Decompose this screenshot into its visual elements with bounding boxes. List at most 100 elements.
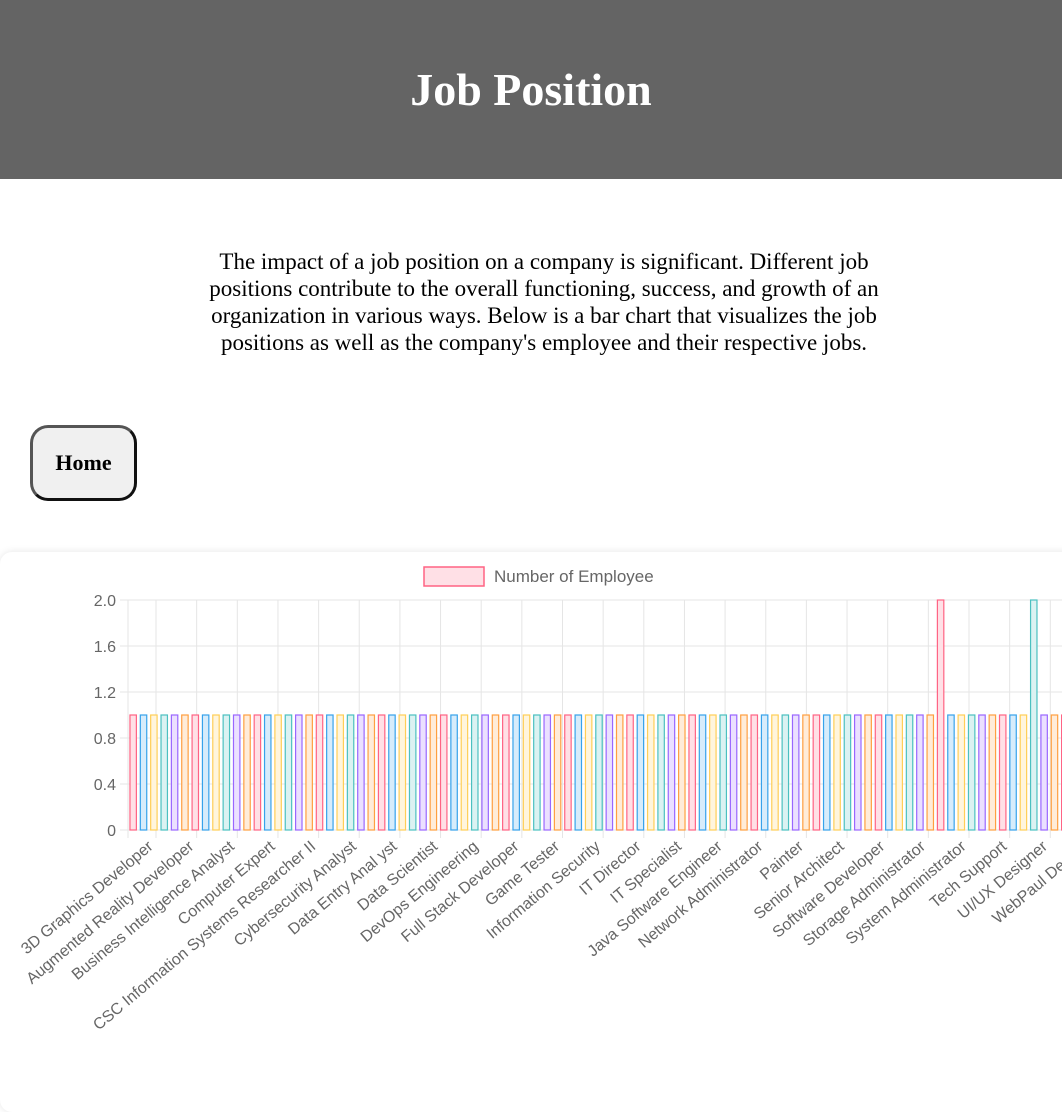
- bar[interactable]: [409, 715, 415, 830]
- bar[interactable]: [855, 715, 861, 830]
- chart-bars: [130, 600, 1062, 830]
- bar[interactable]: [927, 715, 933, 830]
- bar[interactable]: [720, 715, 726, 830]
- bar[interactable]: [399, 715, 405, 830]
- bar[interactable]: [948, 715, 954, 830]
- bar[interactable]: [782, 715, 788, 830]
- bar[interactable]: [875, 715, 881, 830]
- bar[interactable]: [886, 715, 892, 830]
- bar[interactable]: [482, 715, 488, 830]
- y-axis: 2.01.61.20.80.40: [94, 593, 116, 840]
- bar[interactable]: [751, 715, 757, 830]
- bar[interactable]: [596, 715, 602, 830]
- chart-legend[interactable]: Number of Employee: [424, 567, 654, 586]
- bar[interactable]: [130, 715, 136, 830]
- bar[interactable]: [937, 600, 943, 830]
- bar[interactable]: [492, 715, 498, 830]
- bar[interactable]: [565, 715, 571, 830]
- bar[interactable]: [213, 715, 219, 830]
- bar[interactable]: [306, 715, 312, 830]
- bar[interactable]: [534, 715, 540, 830]
- bar[interactable]: [441, 715, 447, 830]
- bar[interactable]: [430, 715, 436, 830]
- bar[interactable]: [503, 715, 509, 830]
- bar[interactable]: [1020, 715, 1026, 830]
- bar[interactable]: [182, 715, 188, 830]
- bar[interactable]: [1031, 600, 1037, 830]
- bar[interactable]: [223, 715, 229, 830]
- bar[interactable]: [513, 715, 519, 830]
- bar[interactable]: [171, 715, 177, 830]
- bar[interactable]: [1000, 715, 1006, 830]
- x-tick-label: Business Intelligence Analyst: [69, 838, 238, 984]
- bar[interactable]: [296, 715, 302, 830]
- bar[interactable]: [658, 715, 664, 830]
- bar[interactable]: [710, 715, 716, 830]
- bar[interactable]: [337, 715, 343, 830]
- bar[interactable]: [616, 715, 622, 830]
- bar[interactable]: [472, 715, 478, 830]
- bar[interactable]: [140, 715, 146, 830]
- bar[interactable]: [668, 715, 674, 830]
- bar[interactable]: [989, 715, 995, 830]
- bar[interactable]: [265, 715, 271, 830]
- bar[interactable]: [968, 715, 974, 830]
- bar[interactable]: [730, 715, 736, 830]
- bar[interactable]: [378, 715, 384, 830]
- page-header: Job Position: [0, 0, 1062, 179]
- bar[interactable]: [679, 715, 685, 830]
- bar[interactable]: [648, 715, 654, 830]
- bar[interactable]: [358, 715, 364, 830]
- bar[interactable]: [834, 715, 840, 830]
- bar[interactable]: [979, 715, 985, 830]
- bar[interactable]: [958, 715, 964, 830]
- bar[interactable]: [523, 715, 529, 830]
- bar[interactable]: [368, 715, 374, 830]
- bar[interactable]: [202, 715, 208, 830]
- bar[interactable]: [151, 715, 157, 830]
- bar[interactable]: [327, 715, 333, 830]
- bar[interactable]: [585, 715, 591, 830]
- bar[interactable]: [161, 715, 167, 830]
- bar[interactable]: [917, 715, 923, 830]
- bar[interactable]: [627, 715, 633, 830]
- bar[interactable]: [554, 715, 560, 830]
- bar[interactable]: [844, 715, 850, 830]
- legend-swatch[interactable]: [424, 567, 484, 586]
- bar[interactable]: [606, 715, 612, 830]
- bar[interactable]: [1041, 715, 1047, 830]
- bar[interactable]: [906, 715, 912, 830]
- bar[interactable]: [741, 715, 747, 830]
- bar[interactable]: [824, 715, 830, 830]
- bar[interactable]: [316, 715, 322, 830]
- bar[interactable]: [792, 715, 798, 830]
- bar[interactable]: [254, 715, 260, 830]
- bar[interactable]: [451, 715, 457, 830]
- bar[interactable]: [420, 715, 426, 830]
- bar[interactable]: [761, 715, 767, 830]
- home-button[interactable]: Home: [30, 425, 137, 501]
- bar[interactable]: [637, 715, 643, 830]
- bar[interactable]: [233, 715, 239, 830]
- bar[interactable]: [575, 715, 581, 830]
- bar[interactable]: [772, 715, 778, 830]
- bar[interactable]: [461, 715, 467, 830]
- bar[interactable]: [699, 715, 705, 830]
- bar[interactable]: [285, 715, 291, 830]
- bar[interactable]: [1051, 715, 1057, 830]
- bar[interactable]: [544, 715, 550, 830]
- page-title: Job Position: [410, 63, 652, 116]
- bar[interactable]: [896, 715, 902, 830]
- bar[interactable]: [813, 715, 819, 830]
- bar[interactable]: [389, 715, 395, 830]
- bar[interactable]: [1010, 715, 1016, 830]
- bar[interactable]: [865, 715, 871, 830]
- bar[interactable]: [244, 715, 250, 830]
- legend-label[interactable]: Number of Employee: [494, 567, 654, 586]
- bar[interactable]: [347, 715, 353, 830]
- bar[interactable]: [803, 715, 809, 830]
- bar[interactable]: [689, 715, 695, 830]
- bar[interactable]: [192, 715, 198, 830]
- bar[interactable]: [275, 715, 281, 830]
